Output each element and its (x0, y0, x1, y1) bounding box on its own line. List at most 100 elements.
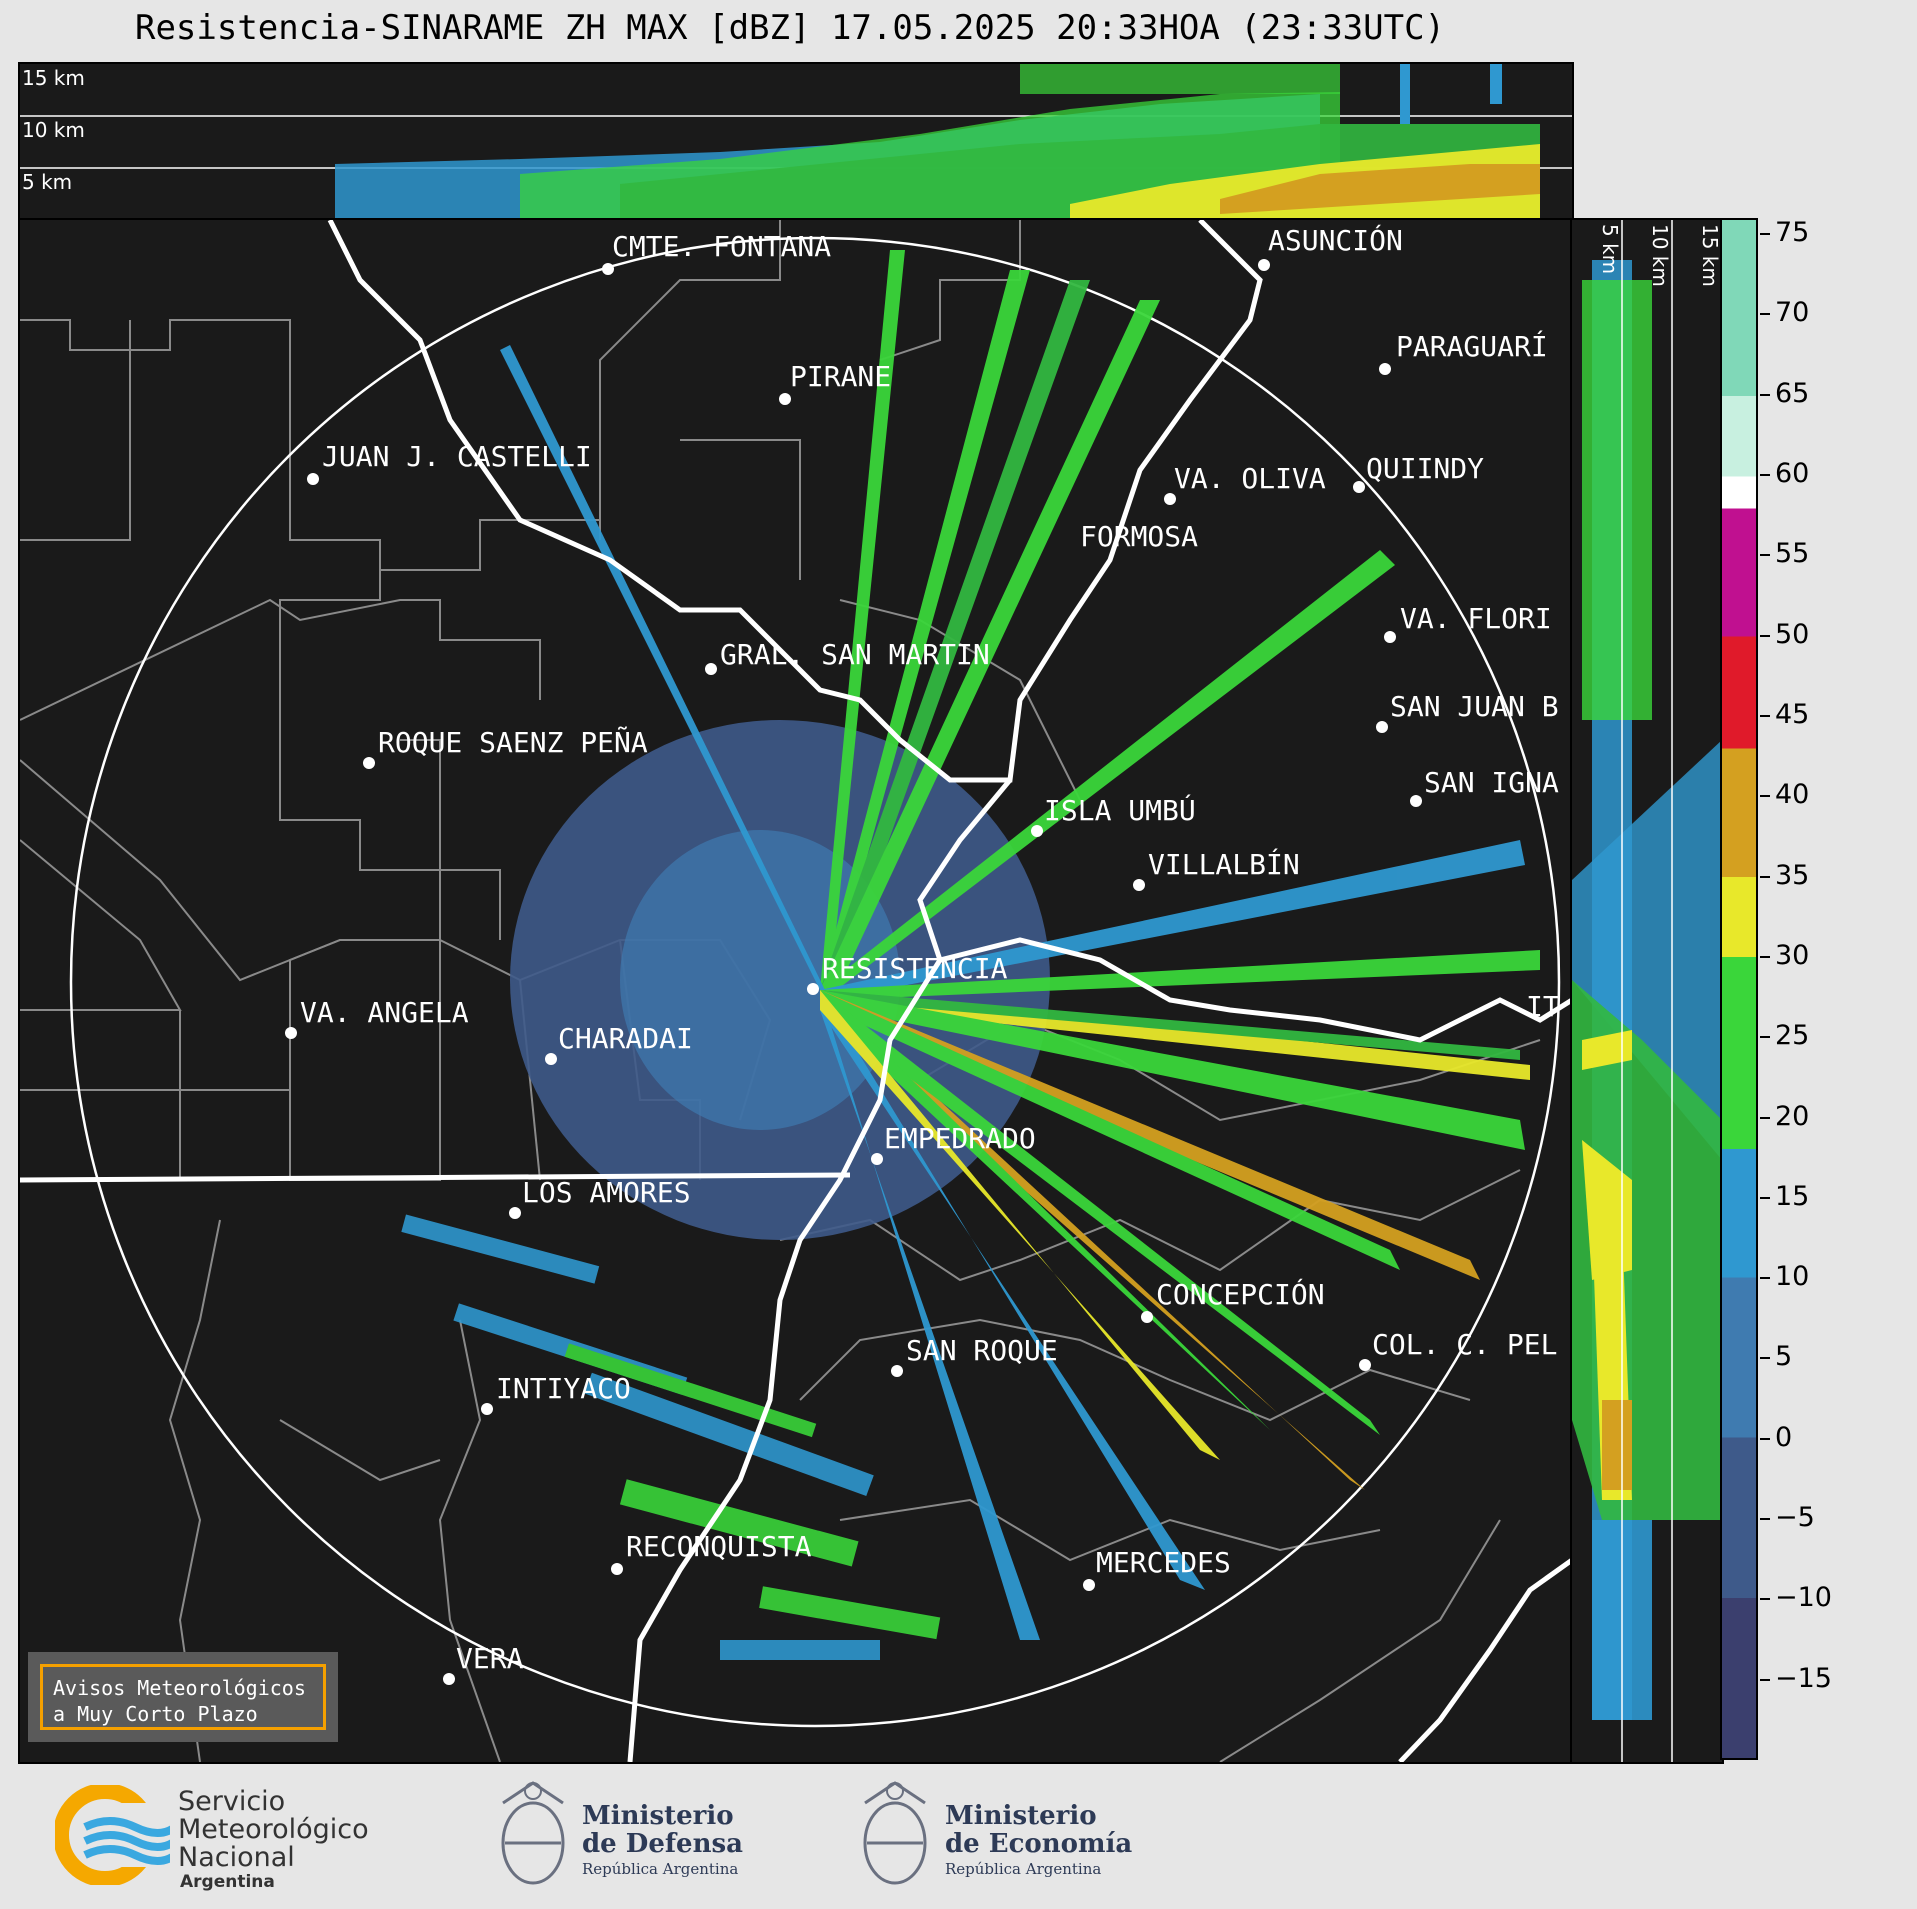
economia-line3: República Argentina (945, 1860, 1102, 1878)
place-label: GRAL. SAN MARTIN (720, 638, 990, 671)
colorbar-tick (1760, 1678, 1770, 1681)
side-alt-label-15: 15 km (1698, 224, 1722, 287)
top-alt-label-5: 5 km (22, 170, 73, 194)
place-label: ROQUE SAENZ PEÑA (378, 726, 648, 759)
place-dot (1353, 481, 1365, 493)
colorbar-tick (1760, 474, 1770, 476)
place-label: IT (1526, 990, 1560, 1023)
top-alt-label-15: 15 km (22, 66, 85, 90)
economia-line2: de Economía (945, 1829, 1133, 1859)
place-dot (307, 473, 319, 485)
colorbar-tick (1760, 875, 1770, 878)
place-dot (891, 1365, 903, 1377)
colorbar-tick-label: 0 (1775, 1421, 1793, 1453)
colorbar-tick (1760, 634, 1770, 637)
colorbar-tick (1760, 313, 1770, 316)
echo-scatter-southwest (401, 1214, 941, 1660)
place-label: EMPEDRADO (884, 1122, 1036, 1155)
colorbar-tick (1760, 1518, 1770, 1521)
smn-line1: Servicio (178, 1786, 286, 1817)
radar-map-panel: CMTE. FONTANA ASUNCIÓN PARAGUARÍ PIRANE … (18, 218, 1574, 1764)
colorbar-tick-label: −10 (1775, 1582, 1832, 1614)
place-dot (1384, 631, 1396, 643)
defensa-line1: Ministerio (582, 1801, 734, 1831)
range-ring (69, 236, 1561, 1728)
place-label: CHARADAI (558, 1022, 693, 1055)
place-dot (1031, 825, 1043, 837)
place-label: PIRANE (790, 360, 892, 393)
radar-map (20, 220, 1572, 1762)
country-borders (20, 220, 1572, 1762)
colorbar-tick-label: 10 (1775, 1261, 1810, 1293)
colorbar-tick-label: 50 (1775, 618, 1810, 650)
place-dot (1164, 493, 1176, 505)
place-label: PARAGUARÍ (1396, 330, 1548, 363)
colorbar-tick (1760, 955, 1770, 958)
colorbar-tick (1760, 795, 1770, 798)
place-label: SAN IGNA (1424, 766, 1559, 799)
top-cross-section-panel: 15 km 10 km 5 km (18, 62, 1574, 220)
colorbar-tick-label: 65 (1775, 377, 1810, 409)
place-label: RECONQUISTA (626, 1530, 812, 1563)
echo-beams (500, 250, 1540, 1640)
colorbar-tick-label: 30 (1775, 939, 1810, 971)
colorbar-tick (1760, 1196, 1770, 1199)
place-dot (1410, 795, 1422, 807)
economia-line1: Ministerio (945, 1801, 1097, 1831)
avisos-badge[interactable]: Avisos Meteorológicos a Muy Corto Plazo (28, 1652, 338, 1742)
colorbar-tick-label: 20 (1775, 1100, 1810, 1132)
place-label: JUAN J. CASTELLI (322, 440, 592, 473)
smn-line3: Nacional (178, 1842, 295, 1873)
colorbar-tick-label: 75 (1775, 217, 1810, 249)
place-label: VA. ANGELA (300, 996, 469, 1029)
place-label: CMTE. FONTANA (612, 230, 832, 263)
place-dot (779, 393, 791, 405)
colorbar-tick-label: 60 (1775, 458, 1810, 489)
place-label: ISLA UMBÚ (1044, 794, 1196, 827)
defensa-line3: República Argentina (582, 1860, 739, 1878)
place-dot (481, 1403, 493, 1415)
place-label: ASUNCIÓN (1268, 224, 1403, 257)
place-label: VA. FLORI (1400, 602, 1552, 635)
side-alt-label-10: 10 km (1648, 224, 1672, 287)
place-dot (611, 1563, 623, 1575)
side-alt-label-5: 5 km (1598, 224, 1622, 275)
colorbar-tick-label: 5 (1775, 1341, 1793, 1373)
place-dot (1379, 363, 1391, 375)
colorbar-tick-label: −15 (1775, 1662, 1832, 1694)
colorbar-tick-label: 25 (1775, 1020, 1810, 1052)
avisos-line2: a Muy Corto Plazo (53, 1702, 258, 1726)
place-dot (1359, 1359, 1371, 1371)
place-label: SAN JUAN B (1390, 690, 1559, 723)
colorbar-tick (1760, 1598, 1770, 1601)
place-label: RESISTENCIA (822, 952, 1008, 985)
place-label: VILLALBÍN (1148, 848, 1300, 881)
colorbar-tick (1760, 1277, 1770, 1280)
top-alt-label-10: 10 km (22, 118, 85, 142)
colorbar (1720, 218, 1758, 1760)
colorbar-tick-label: −5 (1775, 1502, 1815, 1534)
place-dot (1083, 1579, 1095, 1591)
place-label: VERA (456, 1642, 524, 1675)
place-dot (1376, 721, 1388, 733)
colorbar-tick (1760, 714, 1770, 717)
place-label: LOS AMORES (522, 1176, 691, 1209)
chart-title: Resistencia-SINARAME ZH MAX [dBZ] 17.05.… (134, 8, 1446, 48)
place-dot (545, 1053, 557, 1065)
smn-line2: Meteorológico (178, 1814, 369, 1845)
colorbar-tick-label: 35 (1775, 859, 1810, 891)
place-dot (871, 1153, 883, 1165)
avisos-line1: Avisos Meteorológicos (53, 1676, 306, 1700)
economia-coat-of-arms-icon (863, 1781, 927, 1885)
place-label: MERCEDES (1096, 1546, 1231, 1579)
defensa-coat-of-arms-icon (501, 1781, 565, 1885)
smn-line4: Argentina (180, 1872, 275, 1892)
place-dot (1133, 879, 1145, 891)
colorbar-tick (1760, 554, 1770, 557)
defensa-line2: de Defensa (582, 1829, 743, 1859)
place-label: VA. OLIVA (1174, 462, 1326, 495)
place-dot (807, 983, 819, 995)
place-dot (363, 757, 375, 769)
place-dot (1141, 1311, 1153, 1323)
colorbar-tick (1760, 1357, 1770, 1360)
